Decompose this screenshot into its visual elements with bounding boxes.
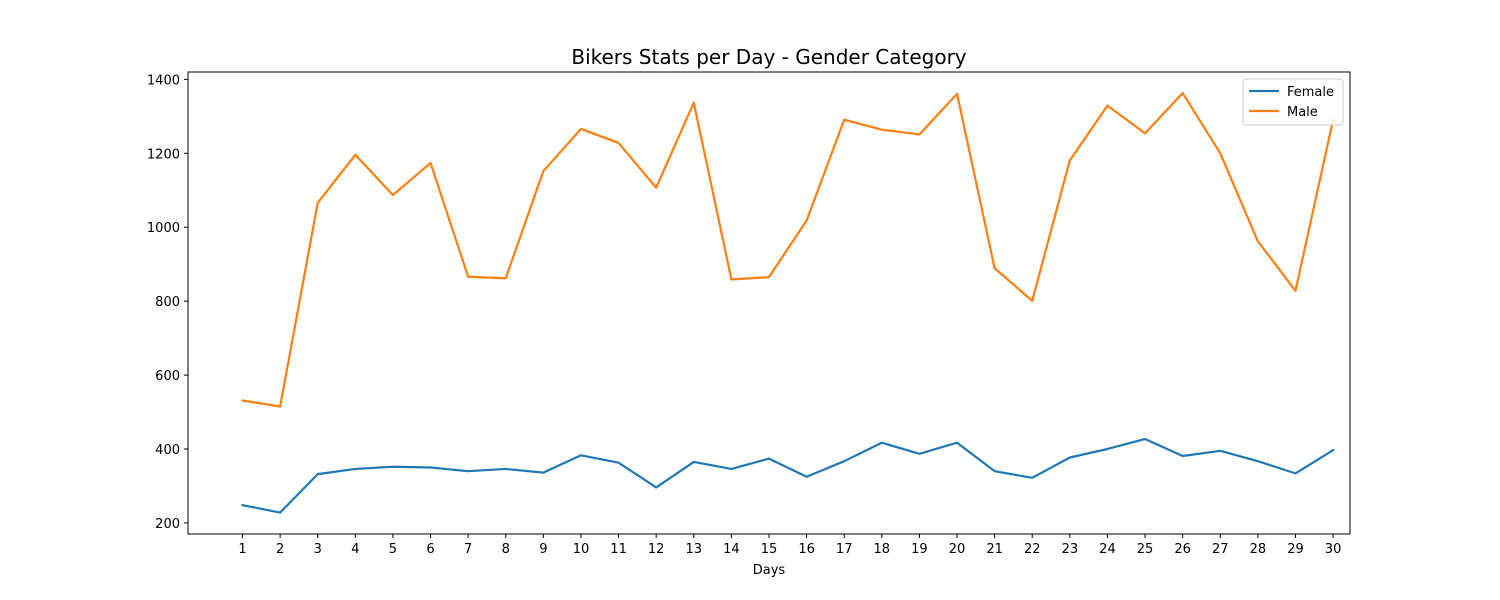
chart-title: Bikers Stats per Day - Gender Category — [571, 45, 966, 69]
plot-area — [187, 71, 1351, 535]
y-tick-label: 600 — [155, 369, 180, 384]
x-tick-label: 16 — [798, 542, 815, 557]
x-tick-label: 9 — [539, 542, 547, 557]
x-tick-label: 12 — [648, 542, 665, 557]
x-tick-label: 1 — [238, 542, 246, 557]
x-tick-label: 8 — [502, 542, 510, 557]
x-tick-label: 17 — [836, 542, 853, 557]
x-tick-label: 10 — [573, 542, 590, 557]
y-tick-label: 1000 — [147, 221, 180, 236]
x-tick-label: 2 — [276, 542, 284, 557]
x-tick-label: 29 — [1287, 542, 1304, 557]
x-tick-label: 18 — [874, 542, 891, 557]
x-tick-label: 5 — [389, 542, 397, 557]
legend-label-male: Male — [1287, 105, 1318, 120]
x-tick-label: 27 — [1212, 542, 1229, 557]
series-line-female — [241, 437, 1335, 514]
y-tick-label: 800 — [155, 295, 180, 310]
y-tick-label: 200 — [155, 517, 180, 532]
y-tick-label: 1200 — [147, 147, 180, 162]
x-axis: 1 2 3 4 5 6 7 8 9 10 11 12 13 14 15 16 17 18 19 20 21 22 23 24 2… — [238, 534, 1341, 557]
x-tick-label: 11 — [610, 542, 627, 557]
x-tick-label: 28 — [1250, 542, 1267, 557]
x-tick-label: 20 — [949, 542, 966, 557]
x-tick-label: 3 — [314, 542, 322, 557]
x-tick-label: 25 — [1137, 542, 1154, 557]
x-tick-label: 24 — [1099, 542, 1116, 557]
x-tick-label: 6 — [426, 542, 434, 557]
y-axis: 200 400 600 800 1000 1200 1400 — [147, 73, 188, 532]
x-tick-label: 14 — [723, 542, 740, 557]
x-axis-label: Days — [753, 563, 786, 578]
x-tick-label: 13 — [686, 542, 703, 557]
y-tick-label: 1400 — [147, 73, 180, 88]
x-tick-label: 15 — [761, 542, 778, 557]
series-line-male — [241, 91, 1335, 408]
x-tick-label: 21 — [986, 542, 1003, 557]
x-tick-label: 23 — [1062, 542, 1079, 557]
series-lines — [241, 91, 1335, 514]
x-tick-label: 26 — [1174, 542, 1191, 557]
legend: Female Male — [1242, 78, 1344, 126]
x-tick-label: 19 — [911, 542, 928, 557]
x-tick-label: 4 — [351, 542, 359, 557]
y-tick-label: 400 — [155, 443, 180, 458]
legend-label-female: Female — [1287, 85, 1334, 100]
x-tick-label: 22 — [1024, 542, 1041, 557]
x-tick-label: 7 — [464, 542, 472, 557]
x-tick-label: 30 — [1325, 542, 1342, 557]
